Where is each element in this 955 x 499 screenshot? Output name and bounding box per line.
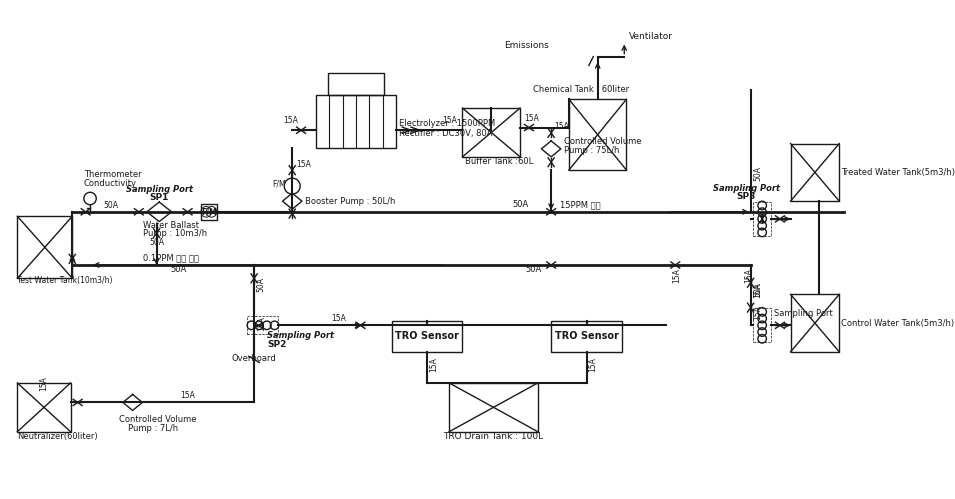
Text: Booster Pump : 50L/h: Booster Pump : 50L/h bbox=[305, 197, 395, 206]
Text: Ventilator: Ventilator bbox=[628, 32, 672, 41]
Bar bbox=[791, 294, 839, 352]
Text: TRO Sensor: TRO Sensor bbox=[555, 331, 619, 341]
Text: 15A: 15A bbox=[753, 283, 762, 298]
Text: SP2: SP2 bbox=[267, 340, 286, 349]
Text: Thermometer: Thermometer bbox=[84, 170, 141, 179]
Text: 0.1PPM 이하 중화: 0.1PPM 이하 중화 bbox=[143, 253, 200, 262]
Text: Controlled Volume: Controlled Volume bbox=[119, 415, 197, 424]
Bar bbox=[17, 216, 73, 278]
Bar bbox=[316, 95, 396, 148]
Text: 15A: 15A bbox=[257, 316, 265, 331]
Bar bbox=[791, 144, 839, 201]
Text: 15A: 15A bbox=[330, 314, 346, 323]
Text: 15A: 15A bbox=[588, 357, 598, 372]
Text: Sampling Port: Sampling Port bbox=[126, 185, 193, 194]
Text: Pump : 10m3/h: Pump : 10m3/h bbox=[143, 229, 207, 238]
Text: Water Ballast: Water Ballast bbox=[143, 221, 200, 230]
Text: Rectifier : DC30V, 80A: Rectifier : DC30V, 80A bbox=[398, 129, 492, 138]
Bar bbox=[753, 202, 771, 236]
Text: 50A: 50A bbox=[171, 265, 187, 274]
Bar bbox=[201, 204, 217, 220]
Text: 50A: 50A bbox=[753, 282, 762, 297]
Text: Controlled Volume: Controlled Volume bbox=[563, 137, 641, 146]
Text: 15A: 15A bbox=[429, 357, 437, 372]
Text: 15PPM 희석: 15PPM 희석 bbox=[560, 201, 601, 210]
Text: 15A: 15A bbox=[283, 116, 298, 125]
Text: Overboard: Overboard bbox=[232, 354, 276, 363]
Text: 50A: 50A bbox=[149, 238, 164, 247]
Text: 15A: 15A bbox=[753, 305, 762, 320]
Text: Electrolyzer : 1500PPM: Electrolyzer : 1500PPM bbox=[398, 119, 495, 128]
Text: Neutralizer(60liter): Neutralizer(60liter) bbox=[17, 432, 98, 441]
Text: Buffer Tank :60L: Buffer Tank :60L bbox=[465, 157, 533, 166]
Text: F/M: F/M bbox=[272, 180, 286, 189]
Text: Treated Water Tank(5m3/h): Treated Water Tank(5m3/h) bbox=[841, 168, 955, 177]
Text: 15A: 15A bbox=[296, 161, 310, 170]
Text: Sampling Port: Sampling Port bbox=[712, 184, 779, 193]
Text: Test Water Tank(10m3/h): Test Water Tank(10m3/h) bbox=[17, 276, 113, 285]
Text: Emissions: Emissions bbox=[504, 41, 549, 50]
Text: 50A: 50A bbox=[103, 201, 118, 210]
Text: 50A: 50A bbox=[753, 166, 762, 181]
Text: 15A: 15A bbox=[524, 114, 540, 123]
Text: 15A: 15A bbox=[744, 268, 753, 283]
Text: Pump : 75L/h: Pump : 75L/h bbox=[563, 146, 619, 155]
Text: 15A: 15A bbox=[180, 391, 195, 400]
Text: Sampling Port: Sampling Port bbox=[774, 309, 833, 318]
Text: Control Water Tank(5m3/h): Control Water Tank(5m3/h) bbox=[841, 318, 954, 328]
Text: 15A: 15A bbox=[672, 268, 682, 283]
Text: Conductivity: Conductivity bbox=[84, 179, 137, 188]
Bar bbox=[551, 321, 622, 352]
Bar bbox=[392, 321, 462, 352]
Text: Chemical Tank : 60liter: Chemical Tank : 60liter bbox=[534, 85, 629, 94]
Text: SP1: SP1 bbox=[150, 193, 169, 202]
Bar bbox=[247, 316, 279, 334]
Text: Sampling Port: Sampling Port bbox=[267, 331, 334, 340]
Text: 15A: 15A bbox=[39, 376, 49, 391]
Bar bbox=[17, 383, 71, 432]
Bar bbox=[569, 99, 626, 170]
Text: 15A: 15A bbox=[442, 116, 456, 125]
Text: 15A: 15A bbox=[555, 122, 569, 131]
Bar bbox=[462, 108, 520, 157]
Text: Pump : 7L/h: Pump : 7L/h bbox=[128, 424, 179, 433]
Text: 50A: 50A bbox=[525, 265, 541, 274]
Bar bbox=[449, 383, 538, 432]
Text: TRO Drain Tank : 100L: TRO Drain Tank : 100L bbox=[443, 432, 543, 441]
Text: TRO Sensor: TRO Sensor bbox=[395, 331, 459, 341]
Text: 50A: 50A bbox=[257, 277, 265, 292]
Bar bbox=[753, 308, 771, 342]
Bar bbox=[329, 73, 384, 95]
Text: 50A: 50A bbox=[512, 201, 528, 210]
Text: F/M: F/M bbox=[201, 207, 217, 217]
Text: SP3: SP3 bbox=[736, 193, 755, 202]
